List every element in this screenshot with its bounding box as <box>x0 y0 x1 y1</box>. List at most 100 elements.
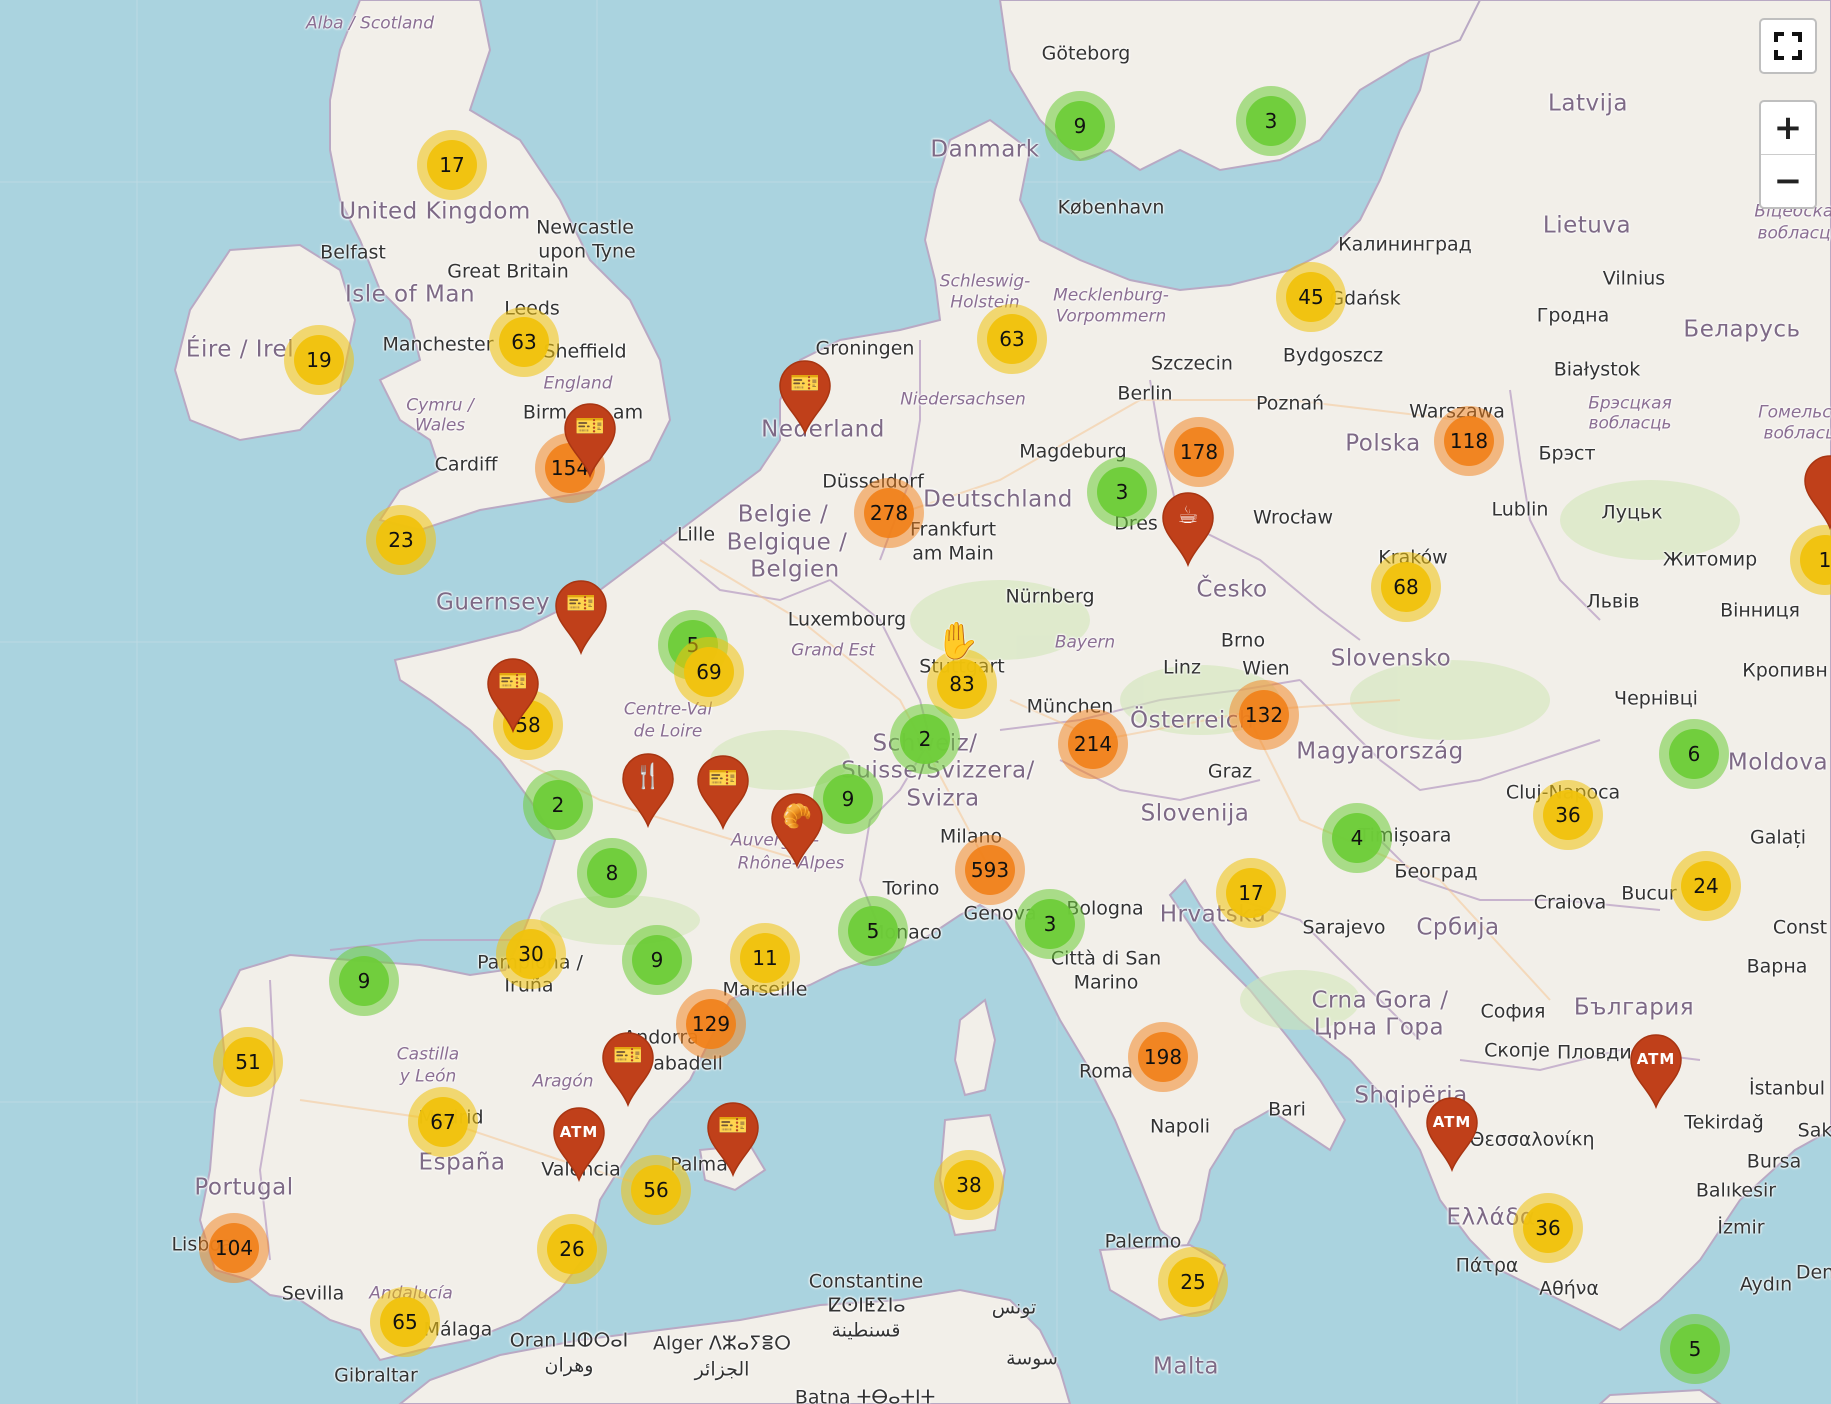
city-label: Sheffield <box>543 340 627 363</box>
marker-cluster[interactable]: 3 <box>1015 889 1085 959</box>
marker-cluster[interactable]: 5 <box>1660 1314 1730 1384</box>
cluster-count: 8 <box>587 848 637 898</box>
city-label: Marino <box>1073 971 1139 994</box>
fullscreen-button[interactable] <box>1761 20 1815 72</box>
country-label: Belgique / <box>726 529 848 556</box>
marker-cluster[interactable]: 17 <box>1216 858 1286 928</box>
marker-cluster[interactable]: 25 <box>1158 1247 1228 1317</box>
marker-cluster[interactable]: 51 <box>213 1027 283 1097</box>
marker-cluster[interactable]: 278 <box>854 478 924 548</box>
city-label: تونس <box>991 1296 1037 1319</box>
marker-cluster[interactable]: 2 <box>890 704 960 774</box>
country-label: Nederland <box>761 416 885 443</box>
region-label: Брэсцкая <box>1588 393 1672 414</box>
city-label: Lille <box>676 523 716 546</box>
country-label: Lietuva <box>1542 212 1632 239</box>
marker-cluster[interactable]: 68 <box>1371 552 1441 622</box>
map-marker[interactable]: 🎫 <box>704 1099 762 1177</box>
map-marker[interactable]: ☕ <box>1159 489 1217 567</box>
marker-cluster[interactable]: 118 <box>1434 406 1504 476</box>
map-marker[interactable]: 🎫 <box>484 655 542 733</box>
map-marker[interactable]: ATM <box>1627 1031 1685 1109</box>
cluster-count: 67 <box>418 1097 468 1147</box>
marker-cluster[interactable]: 63 <box>977 304 1047 374</box>
marker-cluster[interactable]: 214 <box>1058 709 1128 779</box>
marker-cluster[interactable]: 5 <box>838 896 908 966</box>
marker-cluster[interactable]: 11 <box>730 923 800 993</box>
map-marker[interactable]: 🎫 <box>552 577 610 655</box>
marker-cluster[interactable]: 3 <box>1236 86 1306 156</box>
country-label: Malta <box>1153 1353 1219 1380</box>
marker-cluster[interactable]: 6 <box>1659 719 1729 789</box>
region-label: Rhône-Alpes <box>737 853 845 874</box>
pin-shape <box>602 1032 654 1107</box>
city-label: Львів <box>1586 590 1640 613</box>
cluster-count: 23 <box>376 515 426 565</box>
marker-cluster[interactable]: 19 <box>284 325 354 395</box>
marker-cluster[interactable]: 8 <box>577 838 647 908</box>
map-marker[interactable]: 🎫 <box>561 400 619 478</box>
marker-cluster[interactable]: 132 <box>1229 680 1299 750</box>
restaurant-icon: 🍴 <box>633 762 663 790</box>
marker-cluster[interactable]: 23 <box>366 505 436 575</box>
marker-cluster[interactable]: 69 <box>674 637 744 707</box>
marker-cluster[interactable]: 178 <box>1164 417 1234 487</box>
marker-cluster[interactable]: 4 <box>1322 803 1392 873</box>
map-marker[interactable]: 🎫 <box>694 752 752 830</box>
map-marker[interactable]: 🎫 <box>599 1029 657 1107</box>
city-label: Città di San <box>1050 947 1162 970</box>
city-label: Constantine <box>808 1270 924 1293</box>
marker-cluster[interactable]: 65 <box>370 1287 440 1357</box>
map-marker[interactable]: ATM <box>550 1104 608 1182</box>
marker-cluster[interactable]: 593 <box>955 835 1025 905</box>
city-label: Const <box>1772 916 1828 939</box>
pin-shape <box>622 753 674 828</box>
marker-cluster[interactable]: 9 <box>1045 91 1115 161</box>
zoom-in-button[interactable]: + <box>1773 108 1803 148</box>
marker-cluster[interactable]: 104 <box>199 1213 269 1283</box>
city-label: Manchester <box>382 333 494 356</box>
zoom-out-button[interactable]: − <box>1761 154 1815 207</box>
city-label: وهران <box>544 1354 594 1377</box>
region-label: Niedersachsen <box>900 389 1026 410</box>
city-label: Београд <box>1394 860 1478 883</box>
city-label: Białystok <box>1553 358 1641 381</box>
marker-cluster[interactable]: 45 <box>1276 262 1346 332</box>
marker-cluster[interactable]: 30 <box>496 919 566 989</box>
marker-cluster[interactable]: 24 <box>1671 851 1741 921</box>
pin-shape <box>707 1102 759 1177</box>
city-label: Groningen <box>815 337 915 360</box>
marker-cluster[interactable]: 38 <box>934 1150 1004 1220</box>
pin-shape <box>555 580 607 655</box>
pin-shape <box>697 755 749 830</box>
city-label: Nürnberg <box>1005 585 1095 608</box>
marker-cluster[interactable]: 2 <box>523 770 593 840</box>
map-marker[interactable]: ATM <box>1423 1094 1481 1172</box>
country-label: Guernsey <box>436 589 550 616</box>
marker-cluster[interactable]: 36 <box>1513 1193 1583 1263</box>
marker-cluster[interactable]: 36 <box>1533 780 1603 850</box>
map-marker[interactable] <box>1801 452 1831 530</box>
marker-cluster[interactable]: 17 <box>417 130 487 200</box>
marker-cluster[interactable]: 198 <box>1128 1022 1198 1092</box>
marker-cluster[interactable]: 67 <box>408 1087 478 1157</box>
marker-cluster[interactable]: 9 <box>622 925 692 995</box>
map-marker[interactable]: 🎫 <box>776 357 834 435</box>
marker-cluster[interactable]: 9 <box>329 946 399 1016</box>
cluster-count: 45 <box>1286 272 1336 322</box>
marker-cluster[interactable]: 3 <box>1087 457 1157 527</box>
country-label: Slovensko <box>1330 645 1452 672</box>
map-marker[interactable]: 🍴 <box>619 750 677 828</box>
country-label: Deutschland <box>923 486 1073 513</box>
marker-cluster[interactable]: 26 <box>537 1214 607 1284</box>
marker-cluster[interactable]: 129 <box>676 989 746 1059</box>
marker-cluster[interactable]: 9 <box>813 764 883 834</box>
zoom-control: + − <box>1759 100 1817 209</box>
marker-cluster[interactable]: 56 <box>621 1155 691 1225</box>
marker-cluster[interactable]: 83 <box>927 649 997 719</box>
cluster-count: 5 <box>848 906 898 956</box>
marker-cluster[interactable]: 63 <box>489 307 559 377</box>
city-label: Göteborg <box>1041 42 1131 65</box>
map-marker[interactable]: 🥐 <box>768 790 826 868</box>
